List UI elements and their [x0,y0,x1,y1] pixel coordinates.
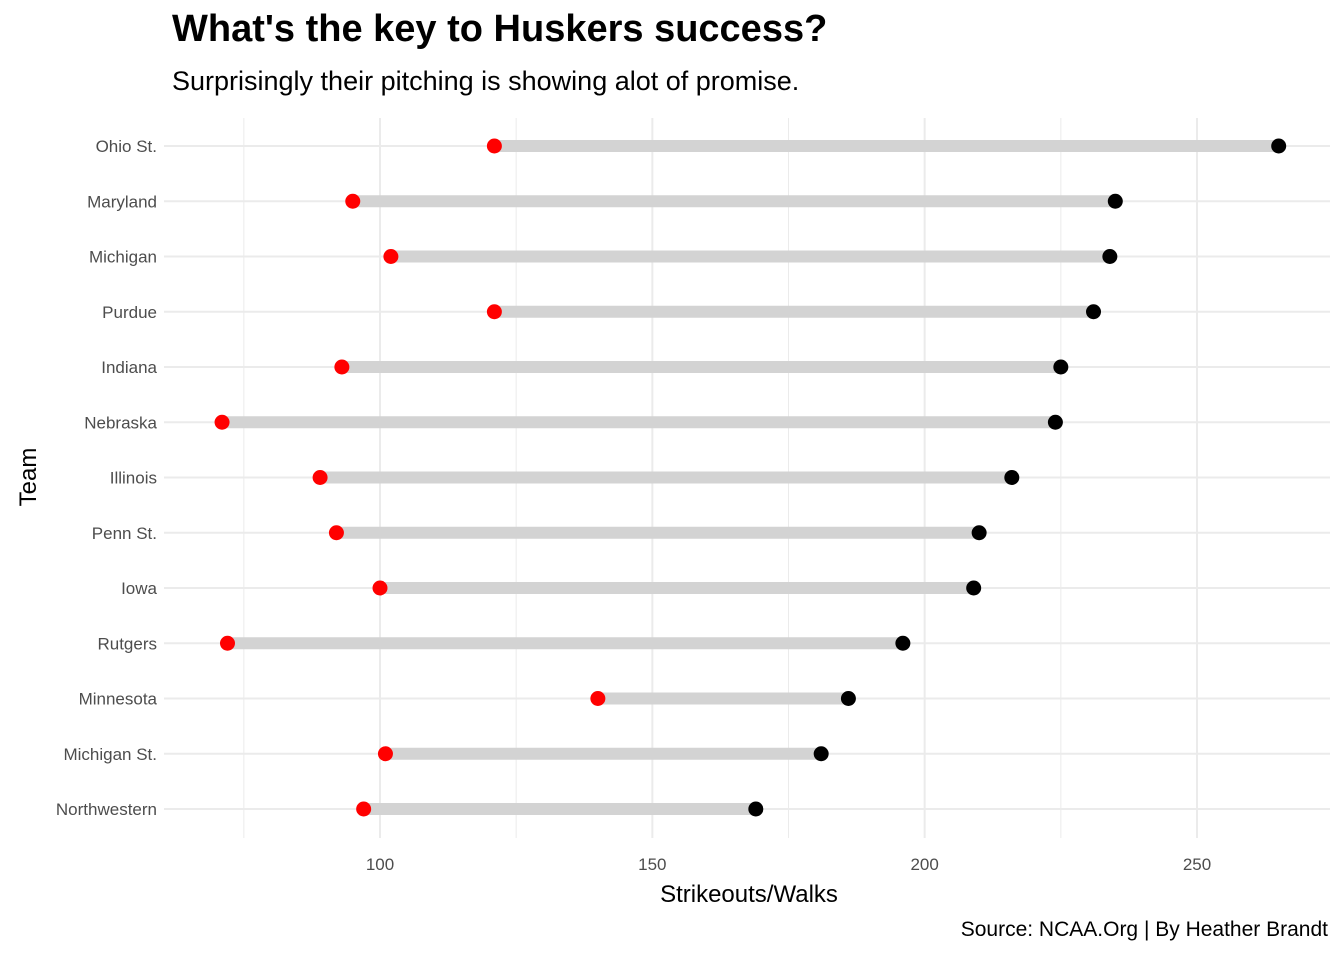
y-tick-label: Nebraska [84,413,157,432]
y-tick-label: Penn St. [92,524,157,543]
strikeouts-point [895,635,911,651]
y-tick-label: Iowa [121,579,157,598]
strikeouts-point [1053,359,1069,375]
walks-point [214,414,230,430]
strikeouts-point [748,801,764,817]
y-tick-label: Michigan St. [63,745,157,764]
points [214,138,1287,817]
x-tick-label: 150 [638,855,666,874]
walks-point [377,746,393,762]
strikeouts-point [840,691,856,706]
walks-point [345,193,361,209]
strikeouts-point [1004,470,1020,485]
x-tick-label: 100 [366,855,394,874]
y-tick-label: Purdue [102,303,157,322]
walks-point [219,635,235,651]
x-axis-title: Strikeouts/Walks [660,881,838,908]
x-tick-labels: 100 150 200 250 [366,855,1211,874]
y-tick-label: Illinois [110,469,157,488]
walks-point [312,470,328,485]
chart-subtitle: Surprisingly their pitching is showing a… [172,66,800,96]
strikeouts-point [813,746,829,762]
x-tick-label: 250 [1183,855,1211,874]
y-tick-label: Ohio St. [96,137,157,156]
strikeouts-point [1047,414,1063,430]
chart-caption: Source: NCAA.Org | By Heather Brandt [960,918,1328,941]
walks-point [372,580,388,596]
walks-point [334,359,350,375]
walks-point [590,691,606,706]
y-axis-title: Team [15,448,42,507]
x-tick-label: 200 [910,855,938,874]
strikeouts-point [1271,138,1287,154]
y-tick-label: Michigan [89,248,157,267]
strikeouts-point [1102,249,1118,264]
y-tick-label: Rutgers [97,634,157,653]
segments [222,140,1279,815]
walks-point [486,138,502,154]
y-tick-label: Maryland [87,192,157,211]
walks-point [486,304,502,320]
y-tick-label: Indiana [101,358,157,377]
strikeouts-point [1086,304,1102,320]
y-tick-label: Northwestern [56,800,157,819]
chart-title: What's the key to Huskers success? [172,8,828,50]
y-tick-label: Minnesota [79,690,158,709]
walks-point [356,801,372,817]
strikeouts-point [1107,193,1123,209]
strikeouts-point [966,580,982,596]
strikeouts-point [971,525,987,541]
walks-point [383,249,399,264]
y-tick-labels: Ohio St. Maryland Michigan Purdue Indiana Neb… [56,137,158,819]
walks-point [328,525,344,541]
